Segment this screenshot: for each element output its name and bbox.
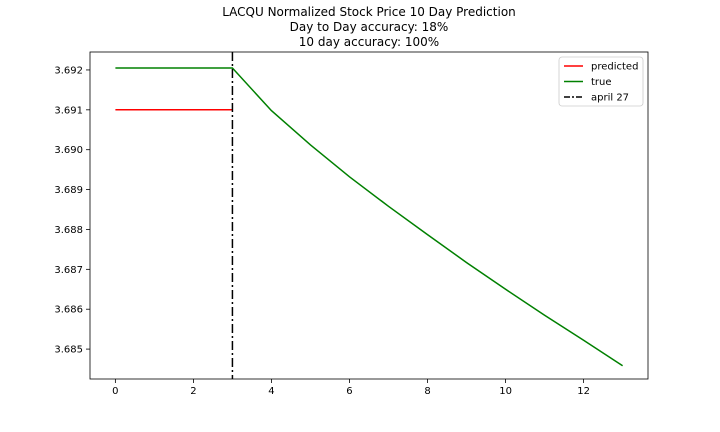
series-lines: [115, 52, 624, 379]
chart-title-line-1: LACQU Normalized Stock Price 10 Day Pred…: [222, 5, 516, 19]
plot-area-frame: [89, 51, 649, 380]
chart-title-line-2: Day to Day accuracy: 18%: [290, 20, 449, 34]
y-tick-label: 3.685: [54, 345, 83, 356]
y-tick-label: 3.691: [54, 105, 83, 116]
chart-title: LACQU Normalized Stock Price 10 Day Pred…: [222, 5, 516, 49]
chart-title-line-3: 10 day accuracy: 100%: [299, 35, 439, 49]
legend-label: predicted: [591, 62, 638, 73]
x-tick-label: 2: [190, 386, 196, 397]
x-tick-label: 10: [499, 386, 512, 397]
series-line-true: [115, 67, 624, 367]
y-tick-label: 3.686: [54, 305, 83, 316]
y-tick-label: 3.690: [54, 145, 83, 156]
y-tick-label: 3.692: [54, 65, 83, 76]
axis-ticks: 0 2 4 6 8 10 12 3.685 3.686 3.687 3.688 3.689 3.690 3…: [54, 65, 590, 397]
x-tick-label: 8: [424, 386, 430, 397]
legend-label: true: [591, 77, 612, 88]
legend-label: april 27: [591, 93, 629, 104]
legend-box: [558, 56, 644, 107]
y-tick-label: 3.689: [54, 185, 83, 196]
legend: predicted true april 27: [558, 56, 644, 107]
x-tick-label: 12: [577, 386, 590, 397]
x-tick-label: 0: [112, 386, 118, 397]
y-tick-label: 3.688: [54, 225, 83, 236]
y-tick-label: 3.687: [54, 265, 83, 276]
x-tick-label: 4: [268, 386, 274, 397]
x-tick-label: 6: [346, 386, 352, 397]
